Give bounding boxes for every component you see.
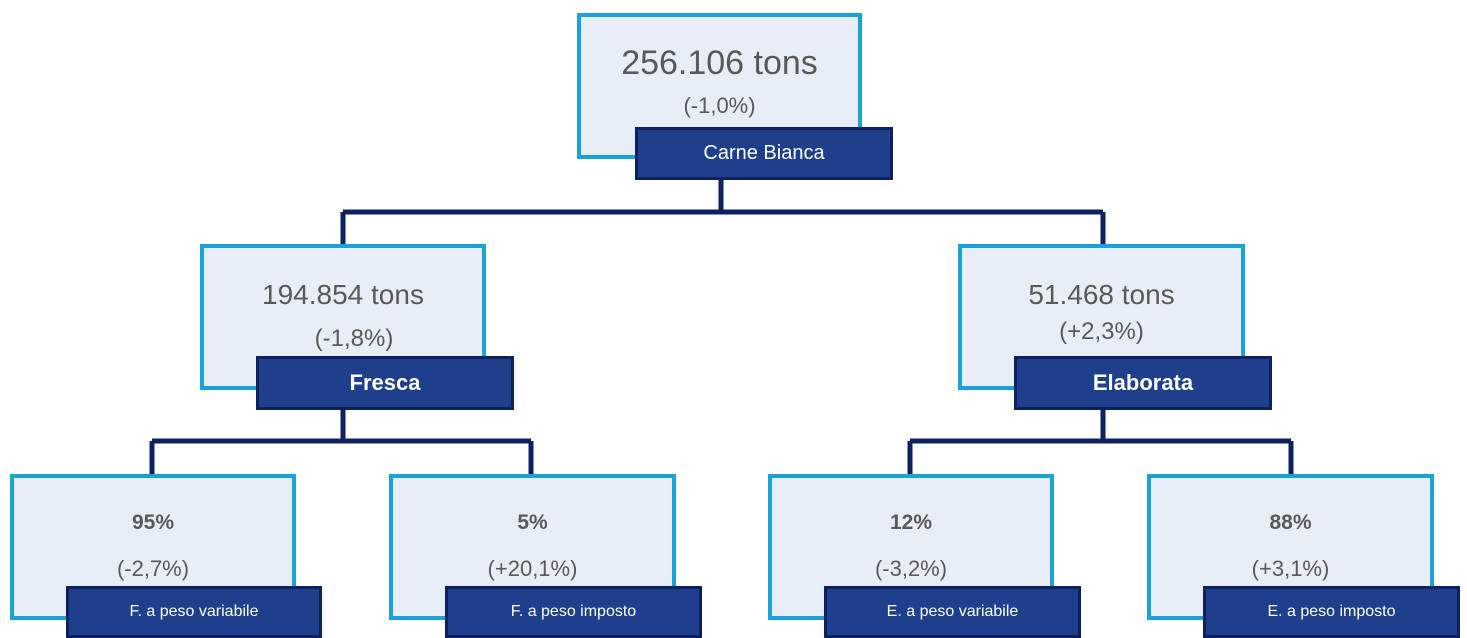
root-value: 256.106 tons: [621, 44, 818, 82]
leaf-label: F. a peso variabile: [66, 586, 322, 638]
connector-root-to-level2: [340, 180, 1106, 244]
connector-fresca-to-leaves: [149, 410, 534, 474]
root-node: 256.106 tons (-1,0%): [577, 13, 862, 159]
leaf-share: 95%: [131, 511, 175, 534]
leaf-share: 5%: [517, 511, 548, 534]
root-change: (-1,0%): [683, 93, 756, 118]
elaborata-label: Elaborata: [1014, 356, 1272, 410]
leaf-change: (+20,1%): [487, 556, 578, 581]
root-label: Carne Bianca: [635, 127, 893, 180]
fresca-value: 194.854 tons: [262, 279, 424, 310]
connector-elaborata-to-leaves: [907, 410, 1294, 474]
leaf-label: F. a peso imposto: [445, 586, 702, 638]
leaf-label: E. a peso imposto: [1203, 586, 1460, 638]
leaf-change: (+3,1%): [1251, 556, 1330, 581]
leaf-share: 12%: [889, 511, 933, 534]
leaf-label: E. a peso variabile: [824, 586, 1081, 638]
leaf-change: (-2,7%): [116, 556, 190, 581]
fresca-change: (-1,8%): [314, 325, 394, 352]
leaf-share: 88%: [1269, 511, 1312, 534]
fresca-label: Fresca: [256, 356, 514, 410]
leaf-change: (-3,2%): [874, 556, 948, 581]
elaborata-change: (+2,3%): [1059, 318, 1144, 345]
elaborata-value: 51.468 tons: [1028, 279, 1175, 310]
